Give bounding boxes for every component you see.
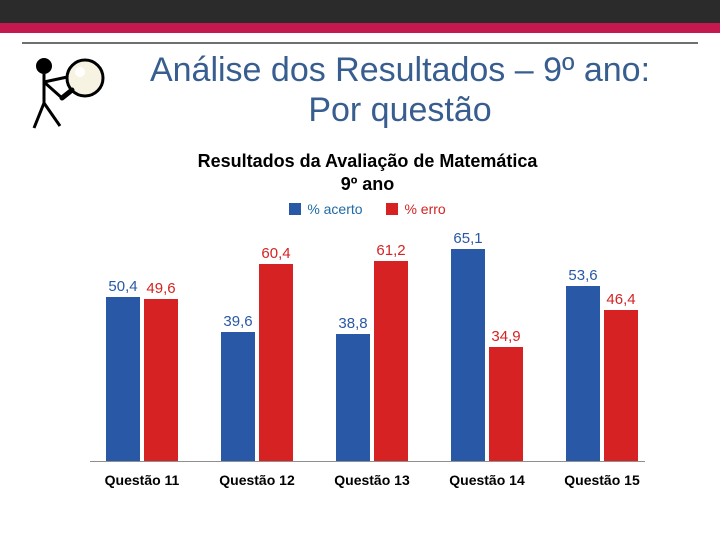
bar-label-acerto: 65,1 [451,230,485,249]
bar-acerto: 53,6 [566,286,600,461]
legend-item-erro: % erro [386,201,445,217]
legend-item-acerto: % acerto [289,201,362,217]
chart-container: Resultados da Avaliação de Matemática 9º… [90,150,645,525]
bar-label-erro: 60,4 [259,245,293,264]
top-bar-crimson [0,23,720,33]
chart-x-axis: Questão 11 Questão 12 Questão 13 Questão 14… [90,472,645,496]
page-title: Análise dos Resultados – 9º ano: Por que… [120,50,680,130]
x-axis-label: Questão 12 [207,472,307,488]
x-axis-label: Questão 14 [437,472,537,488]
bar-erro: 46,4 [604,310,638,461]
bar-label-acerto: 53,6 [566,267,600,286]
bar-acerto: 65,1 [451,249,485,461]
bar-group: 65,134,9 [447,226,527,461]
legend-swatch-erro [386,203,398,215]
bar-label-erro: 34,9 [489,328,523,347]
bar-label-erro: 49,6 [144,280,178,299]
x-axis-label: Questão 13 [322,472,422,488]
chart-legend: % acerto % erro [90,201,645,218]
x-axis-label: Questão 15 [552,472,652,488]
bar-group: 39,660,4 [217,226,297,461]
chart-title-line2: 9º ano [341,174,395,194]
magnifier-person-icon [22,48,112,133]
page-title-line2: Por questão [120,90,680,130]
legend-label-acerto: % acerto [307,201,362,217]
bar-erro: 34,9 [489,347,523,461]
bar-group: 50,449,6 [102,226,182,461]
chart-title: Resultados da Avaliação de Matemática 9º… [90,150,645,195]
bar-group: 38,861,2 [332,226,412,461]
slide: Análise dos Resultados – 9º ano: Por que… [0,0,720,540]
bar-erro: 49,6 [144,299,178,461]
bar-acerto: 39,6 [221,332,255,461]
bar-acerto: 38,8 [336,334,370,461]
bar-erro: 61,2 [374,261,408,461]
top-bar-dark [0,0,720,23]
page-title-line1: Análise dos Resultados – 9º ano: [120,50,680,90]
bar-label-acerto: 39,6 [221,313,255,332]
bar-acerto: 50,4 [106,297,140,462]
chart-title-line1: Resultados da Avaliação de Matemática [198,151,538,171]
bar-erro: 60,4 [259,264,293,461]
top-rule [22,42,698,44]
legend-label-erro: % erro [404,201,445,217]
bar-label-erro: 61,2 [374,242,408,261]
x-axis-label: Questão 11 [92,472,192,488]
legend-swatch-acerto [289,203,301,215]
bar-group: 53,646,4 [562,226,642,461]
bar-label-erro: 46,4 [604,291,638,310]
bar-label-acerto: 50,4 [106,278,140,297]
bar-label-acerto: 38,8 [336,315,370,334]
chart-plot-area: 50,449,639,660,438,861,265,134,953,646,4 [90,226,645,462]
